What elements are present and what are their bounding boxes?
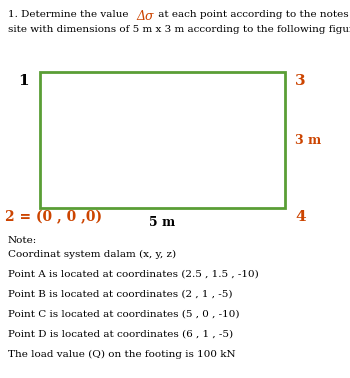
Text: The load value (Q) on the footing is 100 kN: The load value (Q) on the footing is 100… — [8, 350, 236, 359]
Text: Point A is located at coordinates (2.5 , 1.5 , -10): Point A is located at coordinates (2.5 ,… — [8, 270, 259, 279]
Bar — [40, 72, 285, 208]
Text: Note:: Note: — [8, 236, 37, 245]
Text: 1: 1 — [18, 74, 29, 88]
Text: 4: 4 — [295, 210, 306, 224]
Text: at each point according to the notes that are under the foundation: at each point according to the notes tha… — [155, 10, 350, 19]
Text: Point D is located at coordinates (6 , 1 , -5): Point D is located at coordinates (6 , 1… — [8, 330, 233, 339]
Text: site with dimensions of 5 m x 3 m according to the following figure.: site with dimensions of 5 m x 3 m accord… — [8, 25, 350, 34]
Text: Coordinat system dalam (x, y, z): Coordinat system dalam (x, y, z) — [8, 250, 176, 259]
Text: 2 = (0 , 0 ,0): 2 = (0 , 0 ,0) — [5, 210, 102, 224]
Text: 1. Determine the value: 1. Determine the value — [8, 10, 132, 19]
Text: Point B is located at coordinates (2 , 1 , -5): Point B is located at coordinates (2 , 1… — [8, 290, 232, 299]
Text: Point C is located at coordinates (5 , 0 , -10): Point C is located at coordinates (5 , 0… — [8, 310, 239, 319]
Text: 5 m: 5 m — [149, 216, 175, 229]
Text: Δσ: Δσ — [136, 10, 154, 23]
Text: 3 m: 3 m — [295, 133, 321, 147]
Text: 3: 3 — [295, 74, 306, 88]
